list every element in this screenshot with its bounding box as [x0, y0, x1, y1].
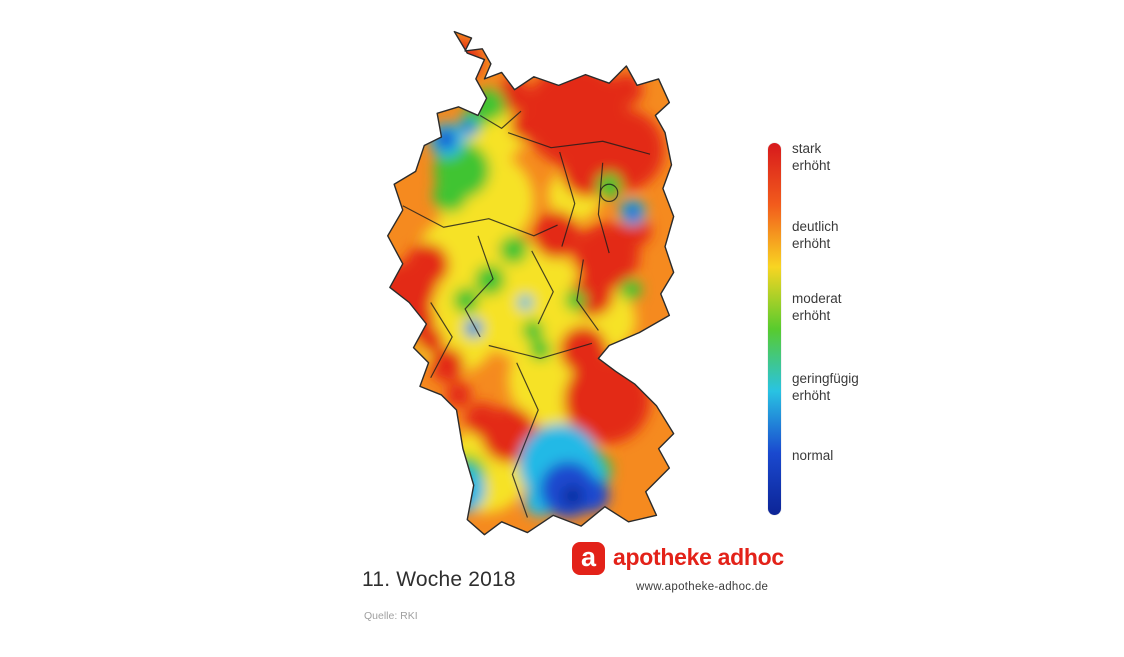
apotheke-adhoc-logo-icon: a	[572, 542, 605, 575]
legend-label-deutlich: deutlich erhöht	[792, 218, 922, 252]
legend-label-line: erhöht	[792, 308, 831, 323]
legend-label-normal: normal	[792, 447, 922, 464]
legend-label-line: deutlich	[792, 219, 839, 234]
legend-label-line: erhöht	[792, 158, 831, 173]
legend-label-line: moderat	[792, 291, 842, 306]
legend-label-line: erhöht	[792, 388, 831, 403]
brand-website: www.apotheke-adhoc.de	[636, 581, 769, 593]
heatmap-fill	[387, 31, 674, 535]
legend-label-line: erhöht	[792, 236, 831, 251]
legend-label-line: normal	[792, 448, 834, 463]
state-borders	[402, 110, 651, 518]
germany-heatmap	[387, 30, 675, 536]
legend-label-line: geringfügig	[792, 371, 859, 386]
germany-outline	[387, 30, 675, 536]
legend-label-moderat: moderat erhöht	[792, 290, 922, 324]
legend-label-geringfuegig: geringfügig erhöht	[792, 370, 922, 404]
heatmap-base	[387, 31, 674, 535]
legend-gradient-bar	[768, 143, 781, 515]
legend-label-stark: stark erhöht	[792, 140, 922, 174]
brand-name: apotheke adhoc	[613, 544, 784, 570]
legend-label-line: stark	[792, 141, 822, 156]
source-caption: Quelle: RKI	[364, 610, 418, 622]
heatmap-blobs	[387, 40, 664, 518]
week-title: 11. Woche 2018	[362, 568, 516, 591]
